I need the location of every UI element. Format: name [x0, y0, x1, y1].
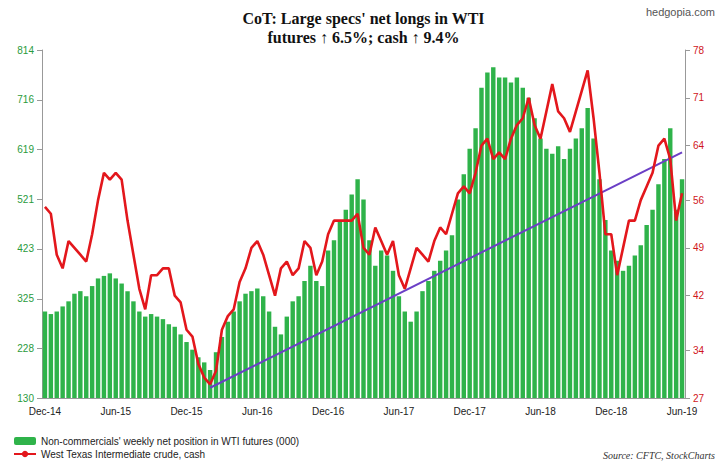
svg-text:130: 130: [17, 393, 34, 404]
svg-text:325: 325: [17, 293, 34, 304]
svg-text:Dec-14: Dec-14: [29, 406, 62, 417]
svg-text:64: 64: [693, 140, 705, 151]
svg-text:hedgopia.com: hedgopia.com: [646, 6, 715, 18]
svg-text:423: 423: [17, 243, 34, 254]
svg-text:521: 521: [17, 194, 34, 205]
svg-text:42: 42: [693, 290, 705, 301]
svg-text:futures ↑ 6.5%; cash ↑ 9.4%: futures ↑ 6.5%; cash ↑ 9.4%: [267, 29, 459, 46]
svg-text:27: 27: [693, 393, 705, 404]
svg-text:Jun-15: Jun-15: [100, 406, 131, 417]
svg-text:56: 56: [693, 195, 705, 206]
svg-text:Source: CFTC, StockCharts: Source: CFTC, StockCharts: [603, 450, 715, 461]
svg-text:Jun-16: Jun-16: [242, 406, 273, 417]
svg-text:Dec-18: Dec-18: [595, 406, 628, 417]
svg-text:Dec-15: Dec-15: [170, 406, 203, 417]
svg-text:West Texas Intermediate crude,: West Texas Intermediate crude, cash: [41, 449, 205, 460]
svg-text:CoT: Large specs' net longs in: CoT: Large specs' net longs in WTI: [242, 10, 484, 28]
svg-text:Non-commercials' weekly net po: Non-commercials' weekly net position in …: [41, 436, 299, 447]
svg-text:Dec-16: Dec-16: [312, 406, 345, 417]
svg-text:716: 716: [17, 94, 34, 105]
svg-text:228: 228: [17, 343, 34, 354]
svg-text:71: 71: [693, 92, 705, 103]
svg-text:49: 49: [693, 242, 705, 253]
svg-text:78: 78: [693, 45, 705, 56]
svg-text:814: 814: [17, 45, 34, 56]
svg-text:Jun-17: Jun-17: [384, 406, 415, 417]
svg-text:Jun-18: Jun-18: [525, 406, 556, 417]
svg-text:Jun-19: Jun-19: [667, 406, 698, 417]
svg-text:Dec-17: Dec-17: [454, 406, 487, 417]
svg-text:619: 619: [17, 144, 34, 155]
svg-text:34: 34: [693, 345, 705, 356]
